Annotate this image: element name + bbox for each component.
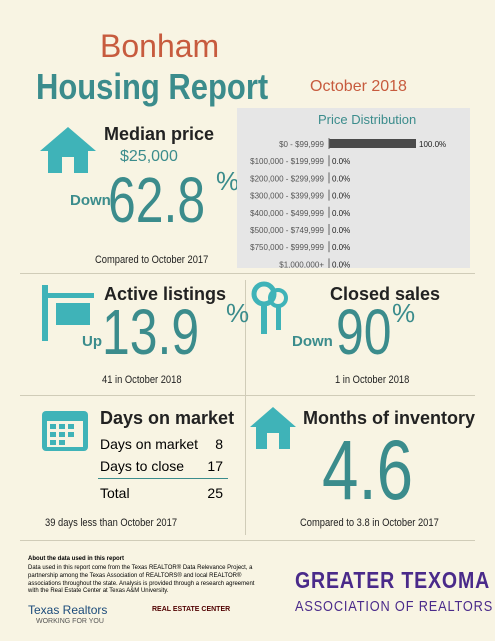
median-label: Median price [104,124,215,144]
date: October 2018 [310,78,407,95]
price-label: $400,000 - $499,999 [250,209,324,218]
title: Housing Report [36,66,269,107]
closed-change: 90 [336,296,392,368]
value-label: 100.0% [419,140,446,149]
price-label: $100,000 - $199,999 [250,157,324,166]
price-label: $200,000 - $299,999 [250,174,324,183]
sign-icon [42,285,94,341]
logo-tag: WORKING FOR YOU [36,618,104,625]
bar [329,139,416,148]
price-label: $500,000 - $749,999 [250,226,324,235]
value-label: 0.0% [332,174,350,183]
calendar-icon [42,411,88,451]
divider [245,280,246,535]
days-title: Days on market [100,408,235,428]
days-row-value: 8 [215,436,223,452]
active-direction: Up [82,333,102,350]
city: Bonham [100,28,220,64]
value-label: 0.0% [332,157,350,166]
about-text: Data used in this report come from the T… [28,565,255,595]
rule [98,478,228,479]
value-label: 0.0% [332,260,350,268]
active-note: 41 in October 2018 [102,374,182,386]
days-note: 39 days less than October 2017 [45,517,178,529]
price-chart: $0 - $99,999 100.0% $100,000 - $199,999 0.0… [250,138,446,268]
active-label: Active listings [104,284,227,304]
median-direction: Down [70,192,111,209]
logo: REAL ESTATE CENTER [152,606,231,613]
inventory-note: Compared to 3.8 in October 2017 [300,517,439,529]
price-title: Price Distribution [318,112,417,127]
median-compare: Compared to October 2017 [95,254,209,266]
inventory-title: Months of inventory [303,408,475,428]
value-label: 0.0% [332,209,350,218]
price-label: $0 - $99,999 [279,140,324,149]
divider [20,273,475,274]
house-icon [40,127,96,173]
closed-direction: Down [292,333,333,350]
days-total-label: Total [100,485,130,501]
days-total-value: 25 [207,485,223,501]
keys-icon [251,281,288,334]
median-unit: % [216,166,240,196]
divider [20,395,475,396]
logo: Texas Realtors [28,603,108,617]
house-icon [250,407,296,449]
closed-note: 1 in October 2018 [335,374,410,386]
median-change: 62.8 [108,164,206,236]
inventory-value: 4.6 [322,423,414,517]
about-title: About the data used in this report [28,556,125,562]
median-value: $25,000 [120,148,178,165]
days-row-label: Days to close [100,458,185,474]
logo: ASSOCIATION OF REALTORS [295,598,494,615]
days-row-value: 17 [207,458,223,474]
price-label: $750,000 - $999,999 [250,243,324,252]
value-label: 0.0% [332,226,350,235]
value-label: 0.0% [332,243,350,252]
price-label: $300,000 - $399,999 [250,192,324,201]
active-change: 13.9 [102,296,200,368]
logo: GREATER TEXOMA [295,567,491,593]
value-label: 0.0% [332,192,350,201]
days-row-label: Days on market [100,436,199,452]
price-panel [237,108,470,268]
active-unit: % [226,298,250,328]
closed-label: Closed sales [330,284,441,304]
divider [20,540,475,541]
closed-unit: % [392,298,416,328]
price-label: $1,000,000+ [279,260,324,268]
